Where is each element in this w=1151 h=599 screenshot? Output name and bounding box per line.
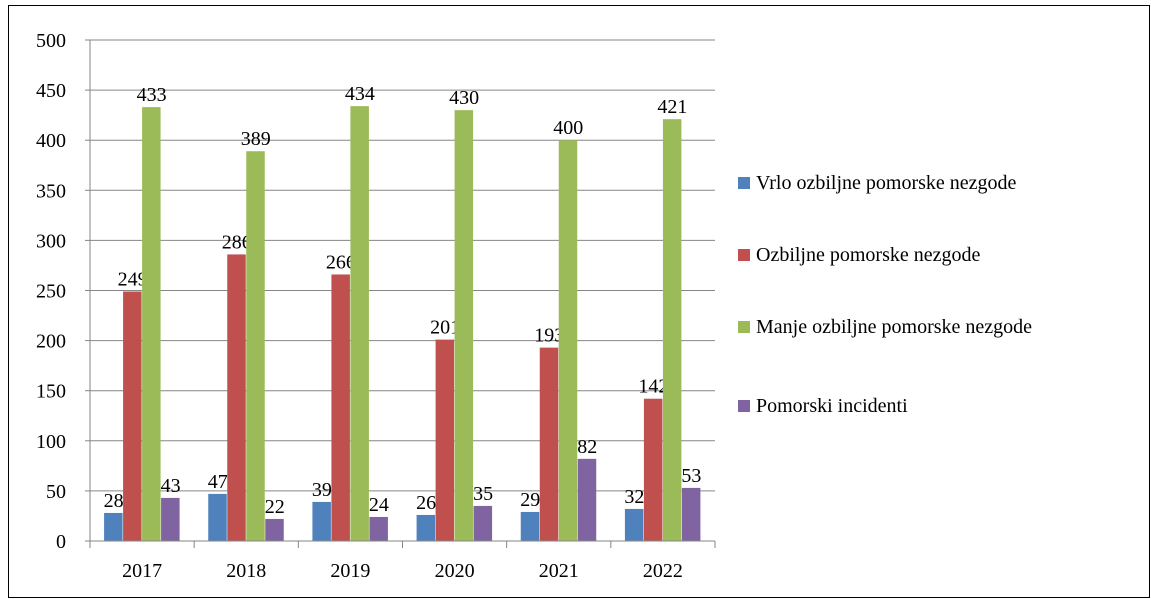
data-label: 249 xyxy=(118,269,148,291)
legend-item: Vrlo ozbiljne pomorske nezgode xyxy=(738,163,1128,204)
chart-border xyxy=(8,5,1150,598)
data-label: 43 xyxy=(161,475,181,497)
data-label: 266 xyxy=(326,251,356,273)
legend-swatch xyxy=(738,321,750,333)
bar xyxy=(681,487,701,541)
data-label: 26 xyxy=(416,492,436,514)
x-tick-label: 2022 xyxy=(643,560,683,582)
data-label: 39 xyxy=(312,479,332,501)
y-tick-label: 500 xyxy=(36,30,66,52)
legend-label: Pomorski incidenti xyxy=(756,395,908,417)
bar xyxy=(312,501,331,541)
x-tick-label: 2017 xyxy=(122,560,162,582)
data-label: 142 xyxy=(638,376,668,398)
data-label: 400 xyxy=(553,117,583,139)
bar xyxy=(454,110,474,541)
y-tick-label: 150 xyxy=(36,381,66,403)
bar xyxy=(331,274,350,541)
bar xyxy=(416,514,436,541)
y-tick-label: 0 xyxy=(56,531,66,553)
legend-item: Pomorski incidenti xyxy=(738,386,1128,427)
y-tick-label: 200 xyxy=(36,331,66,353)
data-label: 201 xyxy=(430,317,460,339)
bar xyxy=(123,291,142,541)
data-label: 29 xyxy=(520,489,540,511)
bar xyxy=(539,347,559,541)
legend-item: Manje ozbiljne pomorske nezgode xyxy=(738,307,1128,348)
legend-label: Ozbiljne pomorske nezgode xyxy=(756,244,981,266)
x-tick-label: 2021 xyxy=(539,560,579,582)
bar xyxy=(246,151,265,542)
bar xyxy=(265,518,284,541)
bar xyxy=(624,508,644,541)
legend-swatch xyxy=(738,249,750,261)
data-label: 32 xyxy=(624,486,644,508)
y-tick-label: 100 xyxy=(36,431,66,453)
bar xyxy=(142,107,161,541)
bar xyxy=(208,493,227,541)
data-label: 389 xyxy=(241,128,271,150)
bar xyxy=(520,511,540,541)
bar xyxy=(350,106,369,541)
data-label: 193 xyxy=(534,325,564,347)
legend-label: Manje ozbiljne pomorske nezgode xyxy=(756,316,1033,338)
bar xyxy=(577,458,597,541)
data-label: 434 xyxy=(345,83,375,105)
x-tick-label: 2018 xyxy=(226,560,266,582)
y-tick-label: 400 xyxy=(36,130,66,152)
data-label: 286 xyxy=(222,231,252,253)
bar xyxy=(227,254,246,542)
bar xyxy=(662,119,682,542)
data-label: 82 xyxy=(577,436,597,458)
x-tick-label: 2020 xyxy=(435,560,475,582)
legend-item: Ozbiljne pomorske nezgode xyxy=(738,235,1128,276)
bar xyxy=(161,497,180,541)
bar xyxy=(473,505,493,541)
data-label: 24 xyxy=(369,494,389,516)
data-label: 22 xyxy=(265,496,285,518)
data-label: 433 xyxy=(137,84,167,106)
bar xyxy=(558,140,578,541)
data-label: 47 xyxy=(208,471,228,493)
y-tick-label: 50 xyxy=(46,481,66,503)
y-tick-label: 300 xyxy=(36,230,66,252)
bar xyxy=(369,516,388,541)
data-label: 421 xyxy=(657,96,687,118)
y-tick-label: 450 xyxy=(36,80,66,102)
bar xyxy=(104,512,123,541)
data-label: 35 xyxy=(473,483,493,505)
legend-swatch xyxy=(738,400,750,412)
legend-label: Vrlo ozbiljne pomorske nezgode xyxy=(756,172,1017,194)
x-tick-label: 2019 xyxy=(330,560,370,582)
bar xyxy=(643,398,663,541)
legend-swatch xyxy=(738,177,750,189)
y-tick-label: 350 xyxy=(36,180,66,202)
data-label: 53 xyxy=(681,465,701,487)
data-label: 28 xyxy=(104,490,124,512)
bar xyxy=(435,339,455,541)
y-tick-label: 250 xyxy=(36,281,66,303)
data-label: 430 xyxy=(449,87,479,109)
